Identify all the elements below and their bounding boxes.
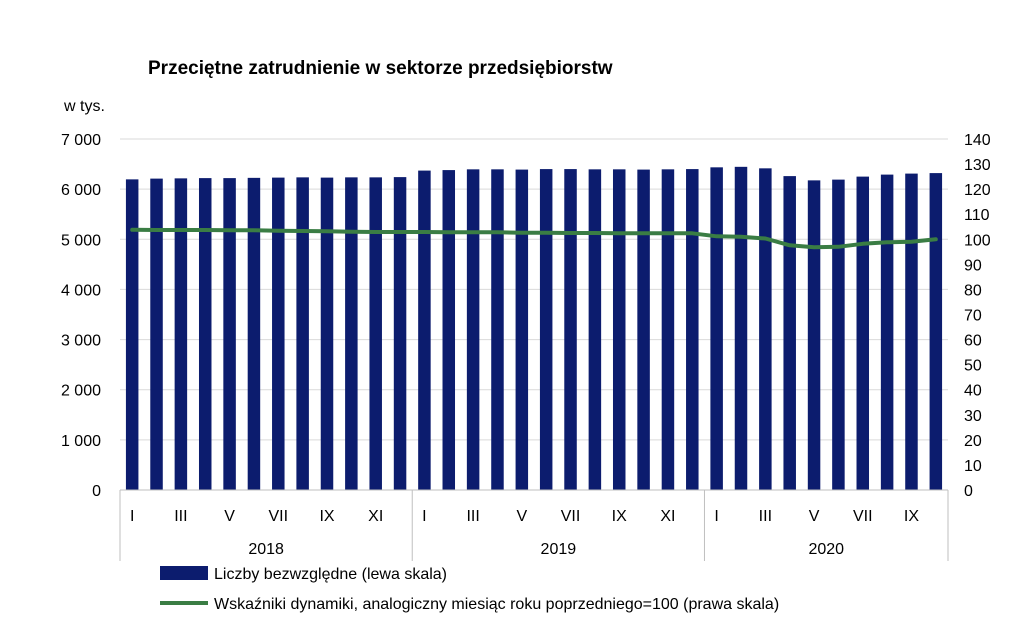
- x-tick-label: IX: [319, 508, 334, 525]
- bar: [539, 169, 553, 491]
- y-axis-label: w tys.: [63, 98, 105, 115]
- y-tick-label: 3 000: [61, 333, 101, 350]
- y-tick-label: 0: [92, 483, 101, 500]
- bar: [296, 177, 309, 490]
- bar: [345, 177, 358, 490]
- x-tick-label: III: [466, 508, 479, 525]
- legend-label-bars: Liczby bezwzględne (lewa skala): [214, 566, 447, 583]
- x-tick-label: V: [516, 508, 527, 525]
- bar: [856, 176, 870, 490]
- y2-tick-label: 30: [964, 408, 982, 425]
- bar: [807, 180, 821, 490]
- x-tick-label: VII: [561, 508, 581, 525]
- x-tick-label: I: [422, 508, 426, 525]
- bar: [564, 169, 577, 491]
- y2-tick-label: 110: [964, 207, 990, 224]
- y-tick-label: 1 000: [61, 433, 101, 450]
- bar: [320, 177, 334, 491]
- bar: [466, 169, 480, 490]
- x-tick-label: V: [224, 508, 235, 525]
- y2-tick-label: 50: [964, 358, 982, 375]
- bar: [905, 173, 918, 490]
- y2-tick-label: 60: [964, 333, 982, 350]
- legend-label-line: Wskaźniki dynamiki, analogiczny miesiąc …: [214, 596, 779, 613]
- y2-tick-label: 80: [964, 282, 982, 299]
- x-tick-label: IX: [612, 508, 627, 525]
- x-tick-label: III: [174, 508, 187, 525]
- bar: [710, 167, 723, 490]
- y-tick-label: 7 000: [61, 132, 101, 149]
- y2-tick-label: 120: [964, 182, 991, 199]
- y-tick-label: 5 000: [61, 232, 101, 249]
- line-series-path: [130, 227, 938, 250]
- y2-tick-label: 20: [964, 433, 982, 450]
- bar: [612, 169, 626, 490]
- bar: [125, 179, 139, 491]
- x-tick-label: XI: [660, 508, 675, 525]
- bar-series: [125, 166, 943, 491]
- x-tick-label: V: [809, 508, 820, 525]
- gridlines: [120, 138, 948, 441]
- bar: [686, 169, 699, 491]
- bar: [588, 169, 602, 490]
- bar: [174, 178, 188, 491]
- x-tick-label: I: [130, 508, 134, 525]
- bar: [759, 168, 772, 491]
- bar: [369, 177, 382, 490]
- bar: [734, 166, 748, 490]
- bar: [832, 179, 845, 490]
- legend: Liczby bezwzględne (lewa skala) Wskaźniki…: [160, 566, 779, 613]
- axes: 0 1 000 2 000 3 000 4 000 5 000 6 000 7 000 0 10 2…: [61, 132, 991, 561]
- bar: [929, 173, 943, 490]
- y2-tick-label: 40: [964, 383, 982, 400]
- legend-swatch-bars: [160, 566, 208, 580]
- y-tick-label: 2 000: [61, 383, 101, 400]
- bar: [418, 170, 431, 490]
- year-label: 2020: [808, 541, 844, 558]
- line-series: [130, 227, 938, 250]
- bar: [393, 177, 407, 490]
- x-tick-label: III: [759, 508, 772, 525]
- bar: [661, 169, 675, 490]
- x-tick-label: IX: [904, 508, 919, 525]
- y2-tick-label: 90: [964, 257, 982, 274]
- bar: [198, 178, 212, 490]
- y2-tick-label: 130: [964, 157, 991, 174]
- x-tick-label: I: [714, 508, 718, 525]
- x-tick-label: XI: [368, 508, 383, 525]
- bar: [637, 169, 650, 490]
- y2-tick-label: 100: [964, 232, 991, 249]
- bar: [272, 177, 285, 491]
- year-label: 2018: [248, 541, 284, 558]
- y2-tick-label: 10: [964, 458, 982, 475]
- y2-tick-label: 140: [964, 132, 991, 149]
- bar: [150, 178, 163, 490]
- chart-title: Przeciętne zatrudnienie w sektorze przed…: [148, 58, 613, 79]
- bar: [247, 177, 261, 490]
- bar: [880, 174, 894, 490]
- bar: [491, 169, 504, 490]
- y2-tick-label: 0: [964, 483, 973, 500]
- y-tick-label: 4 000: [61, 282, 101, 299]
- y-tick-label: 6 000: [61, 182, 101, 199]
- year-label: 2019: [541, 541, 577, 558]
- bar: [223, 178, 236, 490]
- bar: [515, 169, 529, 490]
- x-tick-label: VII: [853, 508, 873, 525]
- y2-tick-label: 70: [964, 308, 982, 325]
- x-tick-label: VII: [269, 508, 289, 525]
- bar: [783, 176, 796, 490]
- bar: [442, 170, 456, 491]
